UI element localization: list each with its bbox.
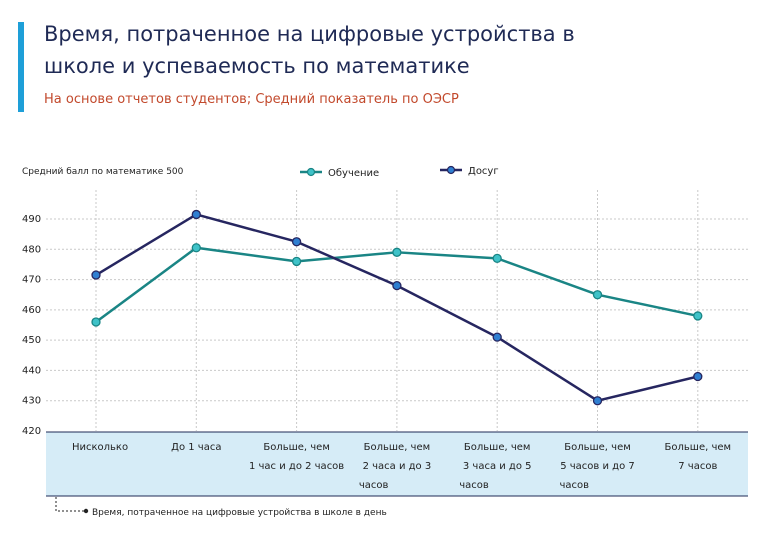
y-tick-label: 490	[22, 214, 41, 225]
chart-title-line2: школе и успеваемость по математике	[44, 54, 470, 78]
x-category-label: До 1 часа	[171, 442, 221, 453]
chart-title: Время, потраченное на цифровые устройств…	[44, 18, 604, 82]
x-category-label: Больше, чем	[564, 442, 631, 453]
legend-label-0: Обучение	[328, 168, 379, 179]
x-category-label: часов	[359, 480, 389, 491]
y-tick-label: 460	[22, 305, 41, 316]
data-point	[592, 290, 603, 300]
data-point	[191, 209, 201, 220]
data-point	[91, 270, 101, 280]
legend-marker-0	[306, 167, 316, 177]
data-point	[191, 243, 201, 253]
x-category-label: 5 часов и до 7	[560, 461, 635, 472]
x-category-label: Больше, чем	[263, 442, 330, 453]
data-point	[291, 237, 302, 247]
data-point	[291, 256, 302, 267]
x-category-label: Нисколько	[72, 442, 128, 453]
data-point	[492, 332, 502, 342]
x-category-label: Больше, чем	[364, 442, 431, 453]
data-point	[592, 396, 603, 406]
x-axis-leader	[55, 497, 84, 512]
x-category-label: часов	[560, 480, 590, 491]
x-category-label: 7 часов	[678, 461, 717, 472]
y-tick-label: 430	[22, 396, 41, 407]
data-point	[693, 371, 703, 382]
data-point	[392, 280, 402, 291]
y-tick-label: 420	[22, 426, 41, 437]
x-category-label: Больше, чем	[464, 442, 531, 453]
data-point	[492, 253, 502, 264]
x-axis-leader-dot	[83, 508, 89, 514]
category-band	[46, 432, 748, 496]
x-axis-label: Время, потраченное на цифровые устройств…	[92, 508, 387, 518]
y-tick-label: 450	[22, 335, 41, 346]
legend-marker-1	[446, 165, 456, 175]
accent-bar	[18, 22, 24, 112]
x-category-label: 1 час и до 2 часов	[249, 461, 344, 472]
chart-subtitle: На основе отчетов студентов; Средний пок…	[44, 92, 459, 107]
x-category-label: 3 часа и до 5	[463, 461, 532, 472]
x-category-label: Больше, чем	[665, 442, 732, 453]
y-tick-label: 480	[22, 244, 41, 255]
y-tick-label: 470	[22, 275, 41, 286]
data-point	[392, 247, 402, 257]
data-point	[91, 317, 101, 327]
y-axis-label: Средний балл по математике 500	[22, 167, 184, 177]
chart-title-line1: Время, потраченное на цифровые устройств…	[44, 22, 575, 46]
legend-label-1: Досуг	[468, 166, 499, 177]
x-category-label: часов	[459, 480, 489, 491]
x-category-label: 2 часа и до 3	[363, 461, 432, 472]
data-point	[693, 311, 703, 321]
y-tick-label: 440	[22, 365, 41, 376]
